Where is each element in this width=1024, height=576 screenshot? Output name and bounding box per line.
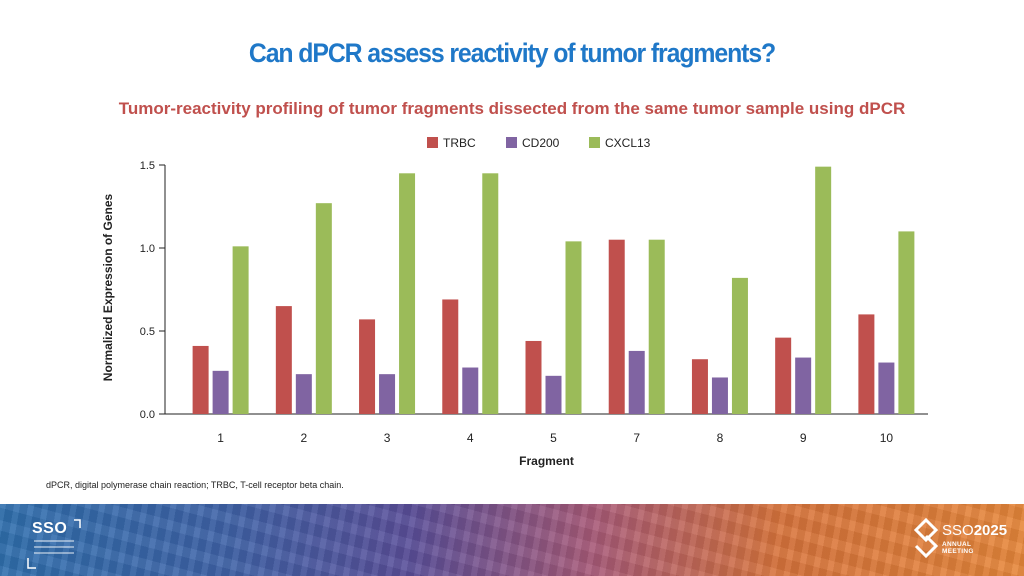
bar-cxcl13 bbox=[315, 203, 332, 414]
bar-cxcl13 bbox=[482, 173, 499, 414]
x-tick-label: 2 bbox=[300, 431, 307, 445]
annual-meeting-text: ANNUAL MEETING bbox=[942, 541, 974, 555]
sso-2025-text: SSO2025 bbox=[942, 522, 1008, 539]
bar-cxcl13 bbox=[898, 231, 915, 414]
bar-cd200 bbox=[711, 377, 728, 414]
bar-cd200 bbox=[795, 357, 812, 414]
y-tick-label: 1.5 bbox=[140, 160, 155, 172]
legend-swatch-trbc bbox=[427, 137, 438, 148]
sso-logo: SSO bbox=[26, 518, 86, 570]
sso-2025-logo: SSO2025 ANNUAL MEETING bbox=[912, 516, 1007, 566]
chevron-logo-icon bbox=[913, 517, 939, 559]
bar-trbc bbox=[775, 337, 792, 414]
x-tick-label: 8 bbox=[717, 431, 724, 445]
bar-cd200 bbox=[379, 374, 396, 414]
bar-cd200 bbox=[462, 367, 479, 414]
bar-cd200 bbox=[878, 362, 895, 414]
page-title: Can dPCR assess reactivity of tumor frag… bbox=[248, 38, 776, 68]
bar-trbc bbox=[275, 306, 292, 414]
bar-cxcl13 bbox=[815, 166, 832, 414]
legend-label-cd200: CD200 bbox=[522, 136, 560, 150]
legend-label-trbc: TRBC bbox=[443, 136, 476, 150]
bar-cxcl13 bbox=[565, 241, 582, 414]
x-tick-label: 4 bbox=[467, 431, 474, 445]
bar-cxcl13 bbox=[399, 173, 416, 414]
legend-swatch-cd200 bbox=[506, 137, 517, 148]
bar-trbc bbox=[858, 314, 875, 414]
banner-texture bbox=[0, 504, 1024, 576]
bracket-icon bbox=[27, 519, 81, 569]
legend-label-cxcl13: CXCL13 bbox=[605, 136, 651, 150]
footnote: dPCR, digital polymerase chain reaction;… bbox=[46, 480, 344, 490]
bar-trbc bbox=[525, 340, 542, 414]
legend-swatch-cxcl13 bbox=[589, 137, 600, 148]
bar-cxcl13 bbox=[648, 239, 665, 414]
y-tick-label: 0.0 bbox=[140, 409, 155, 421]
bar-cd200 bbox=[295, 374, 312, 414]
bar-cd200 bbox=[545, 375, 562, 414]
y-tick-label: 0.5 bbox=[140, 326, 155, 338]
bar-cxcl13 bbox=[232, 246, 249, 414]
footer-banner: SSO SSO2025 ANNUAL MEETING bbox=[0, 504, 1024, 576]
bar-trbc bbox=[192, 345, 209, 414]
x-tick-label: 1 bbox=[217, 431, 224, 445]
bar-cd200 bbox=[628, 350, 645, 414]
sso-logo-text: SSO bbox=[32, 520, 68, 537]
y-tick-label: 1.0 bbox=[140, 243, 155, 255]
bar-trbc bbox=[608, 239, 625, 414]
x-tick-label: 7 bbox=[633, 431, 640, 445]
bar-cxcl13 bbox=[731, 277, 748, 414]
x-axis-label: Fragment bbox=[519, 454, 574, 468]
chart-subtitle: Tumor-reactivity profiling of tumor frag… bbox=[118, 99, 906, 118]
x-tick-label: 5 bbox=[550, 431, 557, 445]
x-tick-label: 3 bbox=[384, 431, 391, 445]
x-tick-label: 10 bbox=[880, 431, 894, 445]
logo-text-lines bbox=[34, 540, 74, 558]
y-axis-label: Normalized Expression of Genes bbox=[101, 193, 115, 381]
bar-chart: 0.0 0.5 1.0 1.5 1 2 3 4 5 7 8 9 10 Fragment Normalized… bbox=[101, 136, 928, 468]
bar-trbc bbox=[442, 299, 459, 414]
bar-trbc bbox=[691, 359, 708, 414]
x-tick-label: 9 bbox=[800, 431, 807, 445]
bar-cd200 bbox=[212, 370, 229, 414]
bar-trbc bbox=[359, 319, 376, 414]
